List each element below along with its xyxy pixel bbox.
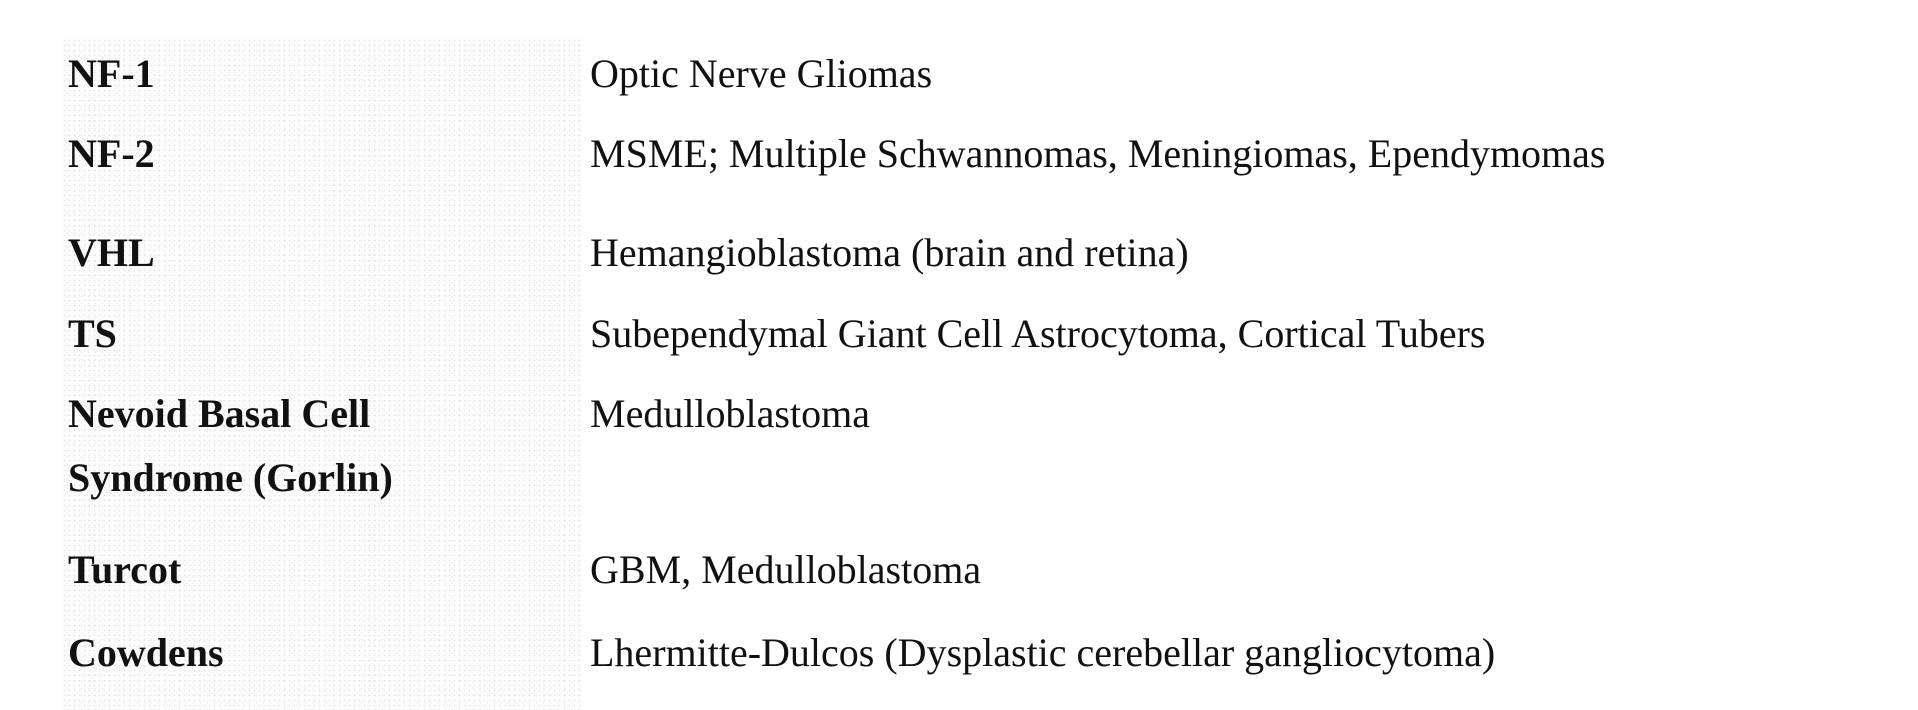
condition-name: Syndrome (Gorlin) — [68, 455, 393, 500]
tumor-cell: Hemangioblastoma (brain and retina) — [590, 230, 1189, 275]
condition-name: Turcot — [68, 547, 182, 592]
tumor-cell: Medulloblastoma — [590, 391, 870, 436]
condition-cell: NF-1 — [68, 42, 568, 106]
condition-name: Nevoid Basal Cell — [68, 391, 371, 436]
tumor-cell: Optic Nerve Gliomas — [590, 51, 933, 96]
condition-cell: Turcot — [68, 538, 568, 602]
condition-cell: VHL — [68, 221, 568, 285]
condition-name: NF-2 — [68, 131, 155, 176]
tumor-cell: Subependymal Giant Cell Astrocytoma, Cor… — [590, 311, 1486, 356]
condition-name: NF-1 — [68, 51, 155, 96]
condition-cell: TS — [68, 302, 568, 366]
left-column-shading — [62, 38, 582, 710]
tumor-cell: GBM, Medulloblastoma — [590, 547, 982, 592]
condition-name: TS — [68, 311, 117, 356]
condition-name: VHL — [68, 230, 155, 275]
tumor-cell: MSME; Multiple Schwannomas, Meningiomas,… — [590, 131, 1606, 176]
condition-cell: Nevoid Basal Cell Syndrome (Gorlin) — [68, 382, 568, 510]
condition-cell: Cowdens — [68, 621, 568, 685]
tumor-cell: Lhermitte-Dulcos (Dysplastic cerebellar … — [590, 630, 1496, 675]
condition-cell: NF-2 — [68, 122, 568, 186]
condition-name: Cowdens — [68, 630, 224, 675]
